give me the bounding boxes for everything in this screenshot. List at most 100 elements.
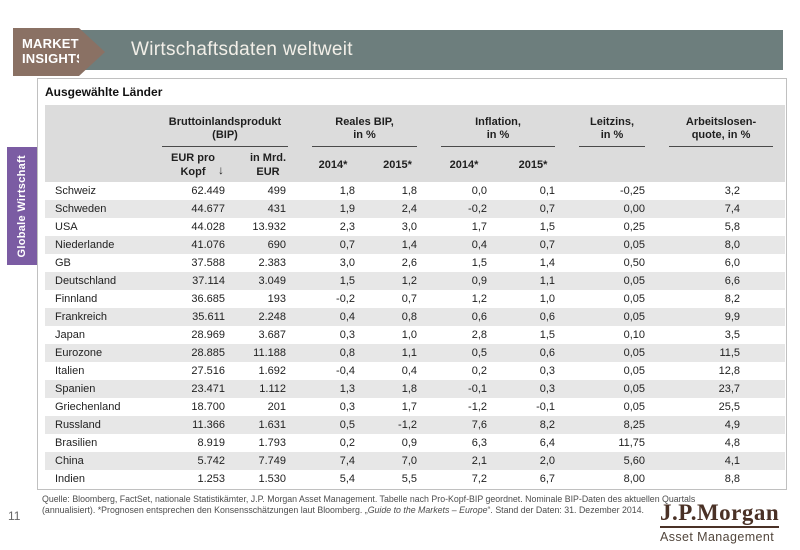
value-cell: 201 [267,401,286,413]
country-cell: Frankreich [55,311,107,323]
country-cell: GB [55,257,71,269]
asset-management-label: Asset Management [660,530,775,544]
sub-header-in-mrd-eur: in Mrd. EUR [236,149,300,182]
value-cell: 0,9 [401,437,418,449]
page-number: 11 [8,509,21,523]
value-cell: 0,3 [539,365,556,377]
value-cell: 0,05 [623,239,646,251]
value-cell: 2,4 [401,203,418,215]
footer-source-line2: (annualisiert). *Prognosen entsprechen d… [42,505,644,516]
group-underline [579,146,646,147]
value-cell: 3.687 [258,329,286,341]
value-cell: 5,8 [724,221,741,233]
value-cell: 8,25 [623,419,646,431]
value-cell: 0,0 [471,185,488,197]
value-cell: 0,7 [539,203,556,215]
value-cell: 2,3 [339,221,355,233]
value-cell: -0,2 [336,293,355,305]
value-cell: 193 [267,293,286,305]
group-underline [312,146,418,147]
value-cell: 4,9 [724,419,741,431]
value-cell: 13.932 [252,221,286,233]
value-cell: 0,4 [339,311,355,323]
value-cell: 0,8 [339,347,355,359]
value-cell: 1.793 [258,437,286,449]
value-cell: 0,5 [339,419,355,431]
value-cell: 0,05 [623,383,646,395]
country-cell: Spanien [55,383,96,395]
value-cell: 0,05 [623,347,646,359]
value-cell: 8,2 [539,419,556,431]
sidebar-tab-globale-wirtschaft[interactable]: Globale Wirtschaft [7,147,37,265]
jpmorgan-logo: J.P.Morgan Asset Management [660,501,780,544]
sub-header-bip-2014: 2014* [300,149,366,182]
group-header-country-empty [45,105,150,149]
value-cell: 4,8 [724,437,741,449]
value-cell: 37.588 [191,257,225,269]
value-cell: 5,5 [401,473,418,485]
value-cell: 1,4 [401,239,418,251]
group-underline [669,146,774,147]
sub-header-country-empty [45,149,150,182]
table-row: Niederlande 41.076 690 0,7 1,4 0,4 0,7 0,05 8,0 [45,236,786,254]
table-row: Italien 27.516 1.692 -0,4 0,4 0,2 0,3 0,05 12,8 [45,362,785,380]
section-title: Ausgewählte Länder [45,85,163,99]
footer-source: Quelle: Bloomberg, FactSet, nationale St… [42,494,702,517]
value-cell: 1,7 [401,401,418,413]
value-cell: 41.076 [191,239,225,251]
value-cell: 431 [267,203,286,215]
value-cell: 3.049 [258,275,286,287]
table-row: Eurozone 28.885 11.188 0,8 1,1 0,5 0,6 0,05 11,5 [45,344,786,362]
table-row: Frankreich 35.611 2.248 0,4 0,8 0,6 0,6 0,05 9,9 [45,308,786,326]
value-cell: 1,3 [339,383,355,395]
value-cell: 1,9 [339,203,355,215]
table-row: Finnland 36.685 193 -0,2 0,7 1,2 1,0 0,05 8,2 [45,290,785,308]
value-cell: 2,0 [539,455,556,467]
table-row: Deutschland 37.114 3.049 1,5 1,2 0,9 1,1 0,05 6,… [45,272,786,290]
country-cell: Niederlande [55,239,115,251]
table-row: Schweden 44.677 431 1,9 2,4 -0,2 0,7 0,00 7,4 [45,200,786,218]
value-cell: 0,10 [623,329,646,341]
table-row: GB 37.588 2.383 3,0 2,6 1,5 1,4 0,50 6,0 [45,254,785,272]
value-cell: 11.366 [192,419,225,431]
value-cell: 11,75 [618,437,646,449]
value-cell: 0,4 [471,239,488,251]
value-cell: 1,8 [401,185,418,197]
value-cell: 0,7 [339,239,355,251]
value-cell: 5.742 [197,455,225,467]
countries-table: Bruttoinlandsprodukt (BIP) Reales BIP, i… [45,105,786,488]
sub-header-row: EUR pro Kopf ↓ in Mrd. EUR 2014* 2015* 20… [45,149,786,182]
value-cell: 499 [267,185,286,197]
country-cell: Indien [55,473,85,485]
value-cell: 1.253 [197,473,225,485]
group-header-inflation: Inflation, in % [429,105,568,149]
sort-descending-icon: ↓ [218,163,224,177]
market-insights-arrow-point [79,28,105,76]
value-cell: -0,2 [468,203,488,215]
value-cell: 0,05 [623,311,646,323]
value-cell: 1,8 [401,383,418,395]
group-header-arbeitslosenquote: Arbeitslosen- quote, in % [657,105,786,149]
market-insights-label: MARKET INSIGHTS [22,36,85,66]
value-cell: -0,1 [468,383,488,395]
country-cell: USA [55,221,78,233]
value-cell: 1,5 [471,257,488,269]
table-body: Schweiz 62.449 499 1,8 1,8 0,0 0,1 -0,25 3,2 Schw… [45,182,786,488]
value-cell: 1,1 [539,275,556,287]
table-row: China 5.742 7.749 7,4 7,0 2,1 2,0 5,60 4,1 [45,452,786,470]
value-cell: 3,5 [724,329,741,341]
value-cell: 6,3 [471,437,488,449]
value-cell: 36.685 [191,293,225,305]
value-cell: 27.516 [191,365,225,377]
value-cell: 1.692 [258,365,286,377]
value-cell: 1,4 [539,257,556,269]
value-cell: 0,5 [471,347,488,359]
value-cell: 23.471 [191,383,225,395]
value-cell: 1,1 [401,347,418,359]
group-header-reales-bip: Reales BIP, in % [300,105,430,149]
value-cell: 37.114 [192,275,225,287]
value-cell: 1,2 [401,275,418,287]
value-cell: 3,0 [339,257,355,269]
value-cell: 0,7 [539,239,556,251]
